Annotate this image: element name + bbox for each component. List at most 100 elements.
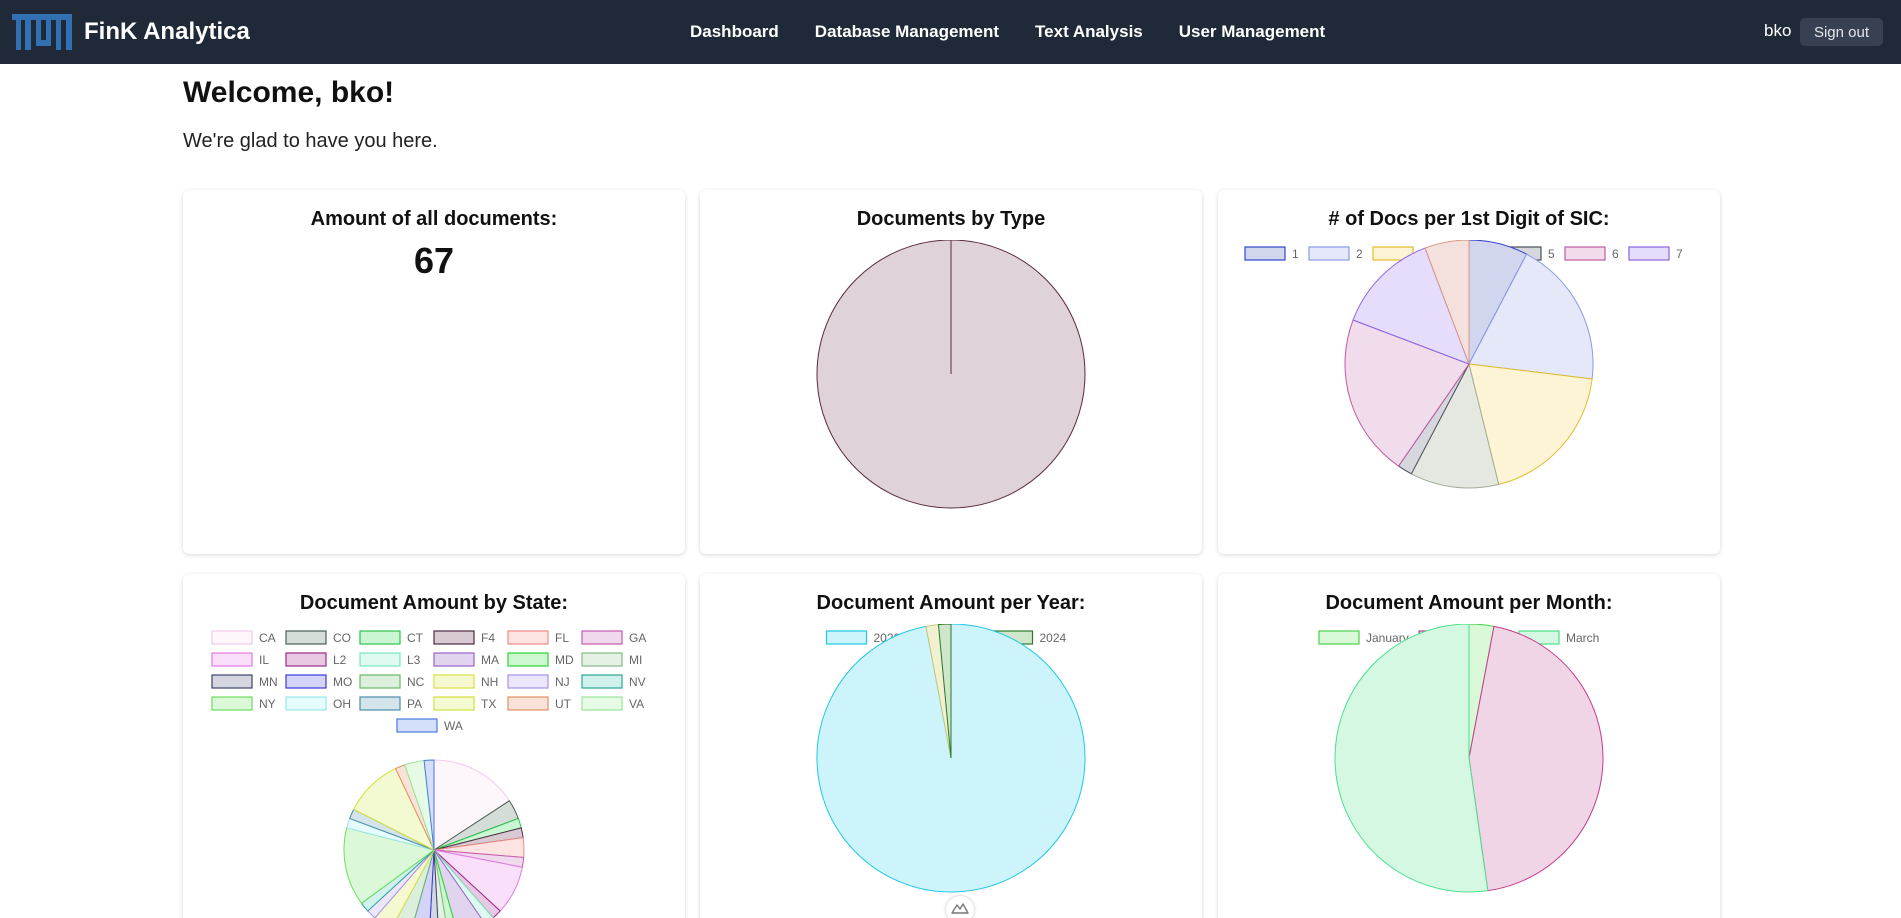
legend-item-by_state-NY[interactable]: NY xyxy=(211,696,276,711)
documents-by-state-card: Document Amount by State: CA CO CT F4 FL GA IL… xyxy=(183,574,685,918)
pie-slice-WA[interactable] xyxy=(423,759,435,851)
pie-slice-February[interactable] xyxy=(1468,625,1604,892)
welcome-heading: Welcome, bko! xyxy=(183,76,395,109)
legend-item-by_state-NC[interactable]: NC xyxy=(359,674,425,689)
legend-label: CT xyxy=(407,631,424,645)
main-nav: Dashboard Database Management Text Analy… xyxy=(690,0,1361,64)
total-documents-card: Amount of all documents: 67 xyxy=(183,190,685,554)
legend-label: NJ xyxy=(555,675,570,689)
legend-item-by_state-GA[interactable]: GA xyxy=(581,630,646,645)
legend-item-by_state-MI[interactable]: MI xyxy=(581,652,642,667)
nav-database-management[interactable]: Database Management xyxy=(814,22,1000,41)
legend-label: MN xyxy=(259,675,278,689)
legend-item-by_state-MN[interactable]: MN xyxy=(211,674,278,689)
legend-label: 7 xyxy=(1676,247,1683,261)
legend-label: NV xyxy=(629,675,646,689)
legend-label: GA xyxy=(629,631,646,645)
pie-slice-3[interactable] xyxy=(1468,363,1593,486)
legend-label: L3 xyxy=(407,653,421,667)
pie-slice-8[interactable] xyxy=(1424,240,1470,365)
documents-by-type-title: Documents by Type xyxy=(856,208,1046,230)
legend-label: TX xyxy=(481,697,496,711)
legend-label: NH xyxy=(481,675,498,689)
pie-slice-March[interactable] xyxy=(1334,624,1489,893)
legend-item-by_state-IL[interactable]: IL xyxy=(211,652,269,667)
legend-label: 5 xyxy=(1548,247,1555,261)
legend-label: VA xyxy=(629,697,644,711)
documents-per-month-title: Document Amount per Month: xyxy=(1325,592,1613,614)
legend-item-by_state-OH[interactable]: OH xyxy=(285,696,351,711)
legend-label: UT xyxy=(555,697,572,711)
legend-label: NC xyxy=(407,675,425,689)
pie-slice-4[interactable] xyxy=(1410,362,1500,489)
documents-by-state-title: Document Amount by State: xyxy=(299,592,569,614)
legend-item-by_sic-7[interactable]: 7 xyxy=(1628,246,1683,261)
legend-item-by_state-MA[interactable]: MA xyxy=(433,652,499,667)
legend-item-by_state-NH[interactable]: NH xyxy=(433,674,498,689)
legend-label: 6 xyxy=(1612,247,1619,261)
legend-item-by_state-TX[interactable]: TX xyxy=(433,696,496,711)
legend-item-by_sic-6[interactable]: 6 xyxy=(1564,246,1619,261)
floating-logo-badge[interactable] xyxy=(946,896,974,918)
legend-item-by_sic-2[interactable]: 2 xyxy=(1308,246,1363,261)
legend-item-by_state-NJ[interactable]: NJ xyxy=(507,674,570,689)
pie-slice-CA[interactable] xyxy=(433,759,511,851)
documents-by-type-card: Documents by Type 10-K xyxy=(700,190,1202,554)
nav-text-analysis[interactable]: Text Analysis xyxy=(1035,22,1143,41)
pie-slice-7[interactable] xyxy=(1352,247,1470,365)
legend-label: March xyxy=(1566,631,1599,645)
pie-slice-MD[interactable] xyxy=(433,849,458,918)
legend-item-by_state-MO[interactable]: MO xyxy=(285,674,352,689)
docs-per-sic-title: # of Docs per 1st Digit of SIC: xyxy=(1328,208,1610,230)
total-documents-title: Amount of all documents: xyxy=(310,208,558,230)
legend-label: L2 xyxy=(333,653,347,667)
pie-slice-MA[interactable] xyxy=(433,849,485,918)
legend-item-by_sic-1[interactable]: 1 xyxy=(1244,246,1299,261)
legend-item-by_state-WA[interactable]: WA xyxy=(396,718,463,733)
legend-item-by_state-NV[interactable]: NV xyxy=(581,674,646,689)
legend-item-by_state-CA[interactable]: CA xyxy=(211,630,276,645)
legend-item-by_state-CT[interactable]: CT xyxy=(359,630,424,645)
legend-label: CA xyxy=(259,631,276,645)
legend-label: WA xyxy=(444,719,463,733)
legend-item-by_year-2022[interactable]: 2022 xyxy=(825,630,901,645)
nav-dashboard[interactable]: Dashboard xyxy=(690,22,779,41)
brand-link[interactable]: FinK Analytica xyxy=(12,14,250,50)
pie-slice-6[interactable] xyxy=(1344,319,1470,467)
legend-item-by_state-CO[interactable]: CO xyxy=(285,630,351,645)
legend-item-by_state-L3[interactable]: L3 xyxy=(359,652,421,667)
pie-slice-2024[interactable] xyxy=(937,624,952,759)
total-documents-value: 67 xyxy=(413,240,455,281)
legend-label: MA xyxy=(481,653,499,667)
legend-label: NY xyxy=(259,697,276,711)
legend-item-by_state-VA[interactable]: VA xyxy=(581,696,644,711)
legend-label: January xyxy=(1366,631,1409,645)
sign-out-button[interactable]: Sign out xyxy=(1800,18,1883,46)
legend-item-by_state-L2[interactable]: L2 xyxy=(285,652,347,667)
documents-per-year-chart: 202220232024 xyxy=(816,624,1086,893)
documents-by-state-chart: CA CO CT F4 FL GA IL L2 L3 MA MD MI MN MO NC NH NJ NV NY OH… xyxy=(211,630,646,918)
legend-item-by_state-F4[interactable]: F4 xyxy=(433,630,495,645)
mountain-icon xyxy=(951,903,969,914)
legend-label: CO xyxy=(333,631,351,645)
legend-label: IL xyxy=(259,653,269,667)
pie-slice-2[interactable] xyxy=(1468,253,1594,380)
documents-by-type-chart: 10-K xyxy=(816,240,1086,509)
legend-label: OH xyxy=(333,697,351,711)
legend-item-by_state-FL[interactable]: FL xyxy=(507,630,569,645)
legend-item-by_month-January[interactable]: January xyxy=(1318,630,1409,645)
legend-label: 2 xyxy=(1356,247,1363,261)
legend-item-by_state-PA[interactable]: PA xyxy=(359,696,422,711)
documents-per-year-card: Document Amount per Year: 202220232024 xyxy=(700,574,1202,918)
tum-logo-icon xyxy=(12,14,72,50)
legend-item-by_state-UT[interactable]: UT xyxy=(507,696,572,711)
docs-per-sic-chart: 123456789 xyxy=(1244,240,1683,489)
pie-slice-NY[interactable] xyxy=(343,827,436,905)
legend-label: MD xyxy=(555,653,574,667)
pie-slice-MN[interactable] xyxy=(429,849,439,918)
documents-per-month-chart: JanuaryFebruaryMarch xyxy=(1318,624,1604,893)
legend-label: 2024 xyxy=(1040,631,1067,645)
nav-user-management[interactable]: User Management xyxy=(1178,22,1326,41)
welcome-subtitle: We're glad to have you here. xyxy=(183,130,438,152)
legend-item-by_state-MD[interactable]: MD xyxy=(507,652,574,667)
